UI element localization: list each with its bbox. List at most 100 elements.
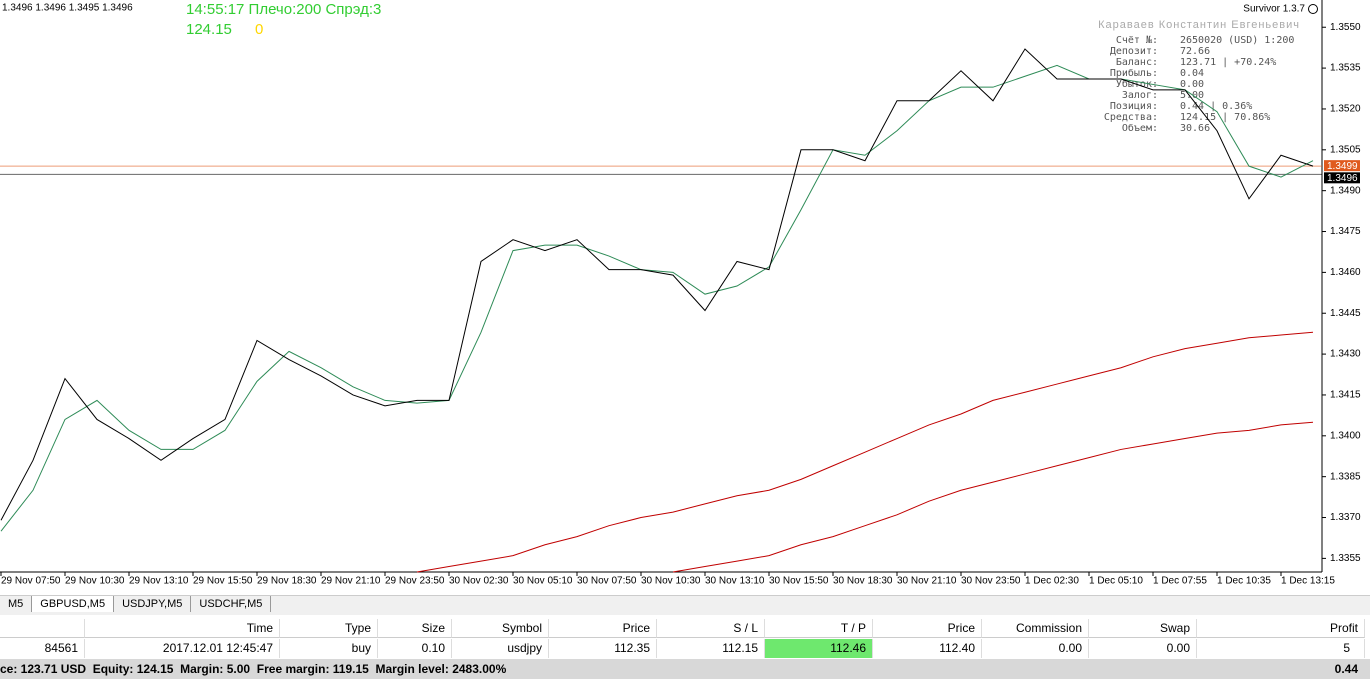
x-tick-label: 30 Nov 23:50	[961, 576, 1021, 587]
table-cell[interactable]: buy	[280, 639, 378, 658]
price-label: 1.3496	[1327, 173, 1358, 184]
tab[interactable]: GBPUSD,M5	[32, 596, 115, 612]
y-tick-label: 1.3445	[1330, 308, 1361, 319]
table-cell[interactable]: 84561	[0, 639, 85, 658]
info-label: Позиция:	[1110, 101, 1158, 112]
info-value: 0.04	[1180, 68, 1204, 79]
table-cell[interactable]: 112.35	[549, 639, 657, 658]
equity: 124.15	[186, 21, 232, 38]
x-tick-label: 1 Dec 07:55	[1153, 576, 1207, 587]
x-tick-label: 30 Nov 13:10	[705, 576, 765, 587]
x-tick-label: 30 Nov 10:30	[641, 576, 701, 587]
y-tick-label: 1.3460	[1330, 267, 1361, 278]
series-line	[416, 331, 1314, 573]
header-cell: Price	[873, 619, 982, 638]
table-cell[interactable]: 5	[1197, 639, 1365, 658]
account-summary: ce: 123.71 USD Equity: 124.15 Margin: 5.…	[0, 662, 507, 676]
total-profit: 0.44	[1334, 662, 1358, 676]
info-value: 5.00	[1180, 90, 1204, 101]
y-tick-label: 1.3535	[1330, 63, 1361, 74]
status-bar: ce: 123.71 USD Equity: 124.15 Margin: 5.…	[0, 659, 1370, 679]
x-tick-label: 30 Nov 18:30	[833, 576, 893, 587]
header-cell: T / P	[765, 619, 873, 638]
table-cell[interactable]: 0.10	[378, 639, 452, 658]
y-tick-label: 1.3475	[1330, 226, 1361, 237]
y-tick-label: 1.3490	[1330, 185, 1361, 196]
owner: Караваев Константин Евгеньевич	[1098, 19, 1300, 31]
info-value: 0.00	[1180, 79, 1204, 90]
header-cell: Profit	[1197, 619, 1365, 638]
info-value: 124.15 | 70.86%	[1180, 112, 1270, 123]
header-cell	[0, 619, 85, 638]
y-tick-label: 1.3550	[1330, 22, 1361, 33]
y-tick-label: 1.3505	[1330, 144, 1361, 155]
header-cell: Swap	[1089, 619, 1197, 638]
info-value: 72.66	[1180, 46, 1210, 57]
table-cell[interactable]: 2017.12.01 12:45:47	[85, 639, 280, 658]
x-tick-label: 30 Nov 07:50	[577, 576, 637, 587]
y-tick-label: 1.3385	[1330, 471, 1361, 482]
x-tick-label: 30 Nov 21:10	[897, 576, 957, 587]
x-tick-label: 29 Nov 10:30	[65, 576, 125, 587]
x-tick-label: 30 Nov 02:30	[449, 576, 509, 587]
x-tick-label: 29 Nov 23:50	[385, 576, 445, 587]
y-tick-label: 1.3400	[1330, 430, 1361, 441]
x-tick-label: 29 Nov 21:10	[321, 576, 381, 587]
series-line	[0, 64, 1314, 532]
table-cell[interactable]: 112.40	[873, 639, 982, 658]
info-label: Прибыль:	[1110, 67, 1158, 79]
y-tick-label: 1.3415	[1330, 390, 1361, 401]
tabs: M5 GBPUSD,M5 USDJPY,M5 USDCHF,M5	[0, 595, 1370, 615]
x-tick-label: 29 Nov 18:30	[257, 576, 317, 587]
price-label-box	[1324, 160, 1360, 172]
info-label: Счёт №:	[1116, 35, 1158, 46]
indicator-name: Survivor 1.3.7	[1243, 4, 1305, 15]
x-tick-label: 29 Nov 13:10	[129, 576, 189, 587]
x-tick-label: 29 Nov 07:50	[1, 576, 61, 587]
info-value: 0.44 | 0.36%	[1180, 101, 1252, 112]
x-tick-label: 30 Nov 05:10	[513, 576, 573, 587]
header-cell: Commission	[982, 619, 1089, 638]
info-label: Объем:	[1122, 122, 1158, 134]
y-tick-label: 1.3430	[1330, 349, 1361, 360]
header-cell: S / L	[657, 619, 765, 638]
price-chart: 1.3496 1.3496 1.3495 1.3496 14:55:17 Пле…	[0, 0, 1361, 587]
header-cell: Type	[280, 619, 378, 638]
table-cell[interactable]: 112.46	[765, 639, 873, 658]
x-tick-label: 1 Dec 10:35	[1217, 576, 1271, 587]
info-label: Депозит:	[1110, 46, 1158, 57]
header-cell: Size	[378, 619, 452, 638]
x-tick-label: 29 Nov 15:50	[193, 576, 253, 587]
info-value: 123.71 | +70.24%	[1180, 57, 1276, 68]
header-cell: Price	[549, 619, 657, 638]
table-cell[interactable]: usdjpy	[452, 639, 549, 658]
ohlc: 1.3496 1.3496 1.3495 1.3496	[2, 3, 133, 14]
info-value: 30.66	[1180, 123, 1210, 134]
tab[interactable]: M5	[0, 596, 33, 612]
smiley	[1308, 4, 1318, 14]
price-label: 1.3499	[1327, 161, 1358, 172]
info-label: Баланс:	[1116, 57, 1158, 68]
x-tick-label: 1 Dec 13:15	[1281, 576, 1335, 587]
price-label-box	[1324, 172, 1360, 184]
info-label: Средства:	[1104, 112, 1158, 123]
y-tick-label: 1.3355	[1330, 553, 1361, 564]
x-tick-label: 1 Dec 02:30	[1025, 576, 1079, 587]
x-tick-label: 1 Dec 05:10	[1089, 576, 1143, 587]
y-tick-label: 1.3370	[1330, 512, 1361, 523]
table-cell[interactable]: 0.00	[1089, 639, 1197, 658]
header-cell: Symbol	[452, 619, 549, 638]
tab[interactable]: USDJPY,M5	[114, 596, 192, 612]
info-label: Залог:	[1122, 90, 1158, 101]
table-cell[interactable]: 112.15	[657, 639, 765, 658]
series-line	[672, 421, 1314, 573]
status: 14:55:17 Плечо:200 Спрэд:3	[186, 1, 381, 18]
header-cell: Time	[85, 619, 280, 638]
tab[interactable]: USDCHF,M5	[191, 596, 272, 612]
table-cell[interactable]: 0.00	[982, 639, 1089, 658]
info-value: 2650020 (USD) 1:200	[1180, 35, 1294, 46]
series-line	[0, 48, 1314, 521]
x-tick-label: 30 Nov 15:50	[769, 576, 829, 587]
y-tick-label: 1.3520	[1330, 104, 1361, 115]
